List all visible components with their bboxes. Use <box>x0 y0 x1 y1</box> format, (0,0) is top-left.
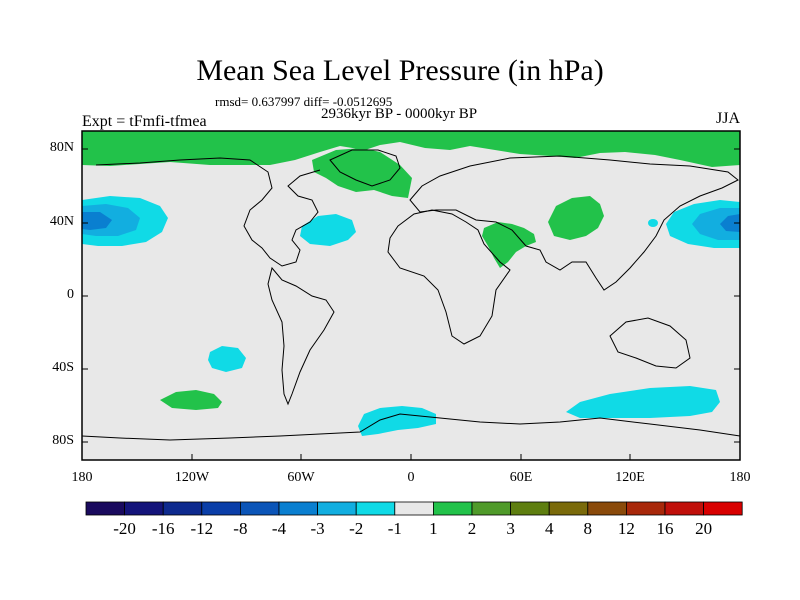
lon-tick-label: 60E <box>509 470 533 485</box>
colorbar-swatch <box>317 501 357 516</box>
season-label: JJA <box>716 110 741 127</box>
colorbar-swatch <box>162 501 203 516</box>
colorbar-label: -3 <box>310 519 325 538</box>
south-pacific-positive-region <box>160 390 222 410</box>
colorbar-swatch <box>201 501 241 516</box>
colorbar-label: -1 <box>387 519 402 538</box>
colorbar-label: 12 <box>617 519 635 538</box>
lat-tick-label: 80S <box>52 433 74 448</box>
colorbar-swatch <box>124 501 164 516</box>
japan-negative-spot <box>648 219 658 227</box>
colorbar-label: 20 <box>695 519 713 538</box>
south-america-coast <box>267 266 335 406</box>
experiment-label: Expt = tFmfi-tfmea <box>82 113 207 130</box>
colorbar-label: -8 <box>233 519 248 538</box>
colorbar-label: 1 <box>429 519 438 538</box>
colorbar-swatch <box>703 501 743 516</box>
rmsd-diff-stats: rmsd= 0.637997 diff= -0.0512695 <box>215 94 393 109</box>
chart-title: Mean Sea Level Pressure (in hPa) <box>196 54 604 87</box>
north-pacific-west-negative-inner <box>82 212 112 230</box>
colorbar-swatch <box>355 501 396 516</box>
colorbar-swatch <box>548 501 589 516</box>
colorbar-swatch <box>626 501 666 516</box>
lon-tick-label: 120E <box>615 470 645 485</box>
axis-ticks <box>81 148 741 460</box>
colorbar-label: -12 <box>190 519 214 538</box>
colorbar <box>85 501 743 516</box>
colorbar-swatch <box>587 501 627 516</box>
weddell-negative-region <box>358 406 436 436</box>
colorbar-label: 16 <box>656 519 674 538</box>
colorbar-label: 4 <box>544 519 554 538</box>
lon-tick-label: 60W <box>287 470 315 485</box>
colorbar-label: -20 <box>113 519 136 538</box>
indian-ocean-south-negative-region <box>566 386 720 418</box>
colorbar-label: 3 <box>506 519 515 538</box>
north-america-coast <box>95 157 321 267</box>
lon-tick-label: 180 <box>71 470 93 485</box>
eurasia-coast <box>409 155 739 291</box>
north-pacific-east-negative-inner <box>720 214 740 232</box>
colorbar-swatch <box>432 501 473 516</box>
colorbar-label: -16 <box>151 519 175 538</box>
colorbar-label: -2 <box>349 519 364 538</box>
coastlines <box>81 149 741 441</box>
colorbar-swatch <box>394 501 434 516</box>
colorbar-label: 2 <box>467 519 477 538</box>
australia-coast <box>609 317 691 369</box>
south-pacific-negative-region <box>208 346 246 372</box>
colorbar-swatch <box>664 501 704 516</box>
lat-tick-label: 0 <box>67 287 74 302</box>
lon-tick-label: 180 <box>729 470 751 485</box>
lat-tick-label: 40N <box>49 214 74 229</box>
north-atlantic-positive-region <box>312 148 412 198</box>
north-atlantic-negative-region <box>300 214 356 246</box>
lon-tick-label: 120W <box>174 470 210 485</box>
colorbar-swatch <box>278 501 318 516</box>
period-label: 2936kyr BP - 0000kyr BP <box>321 106 478 122</box>
greenland-coast <box>329 149 401 187</box>
colorbar-label: 8 <box>583 519 593 538</box>
colorbar-swatch <box>471 501 511 516</box>
lon-tick-label: 0 <box>407 470 415 485</box>
lat-tick-label: 40S <box>52 360 74 375</box>
colorbar-swatch <box>85 501 125 516</box>
arctic-positive-region <box>82 131 740 167</box>
colorbar-swatch <box>510 501 550 516</box>
central-asia-positive-region <box>548 196 604 240</box>
lat-tick-label: 80N <box>49 140 74 155</box>
africa-coast <box>387 209 511 345</box>
colorbar-label: -4 <box>271 519 287 538</box>
antarctica-coast <box>81 413 741 441</box>
colorbar-swatch <box>239 501 280 516</box>
